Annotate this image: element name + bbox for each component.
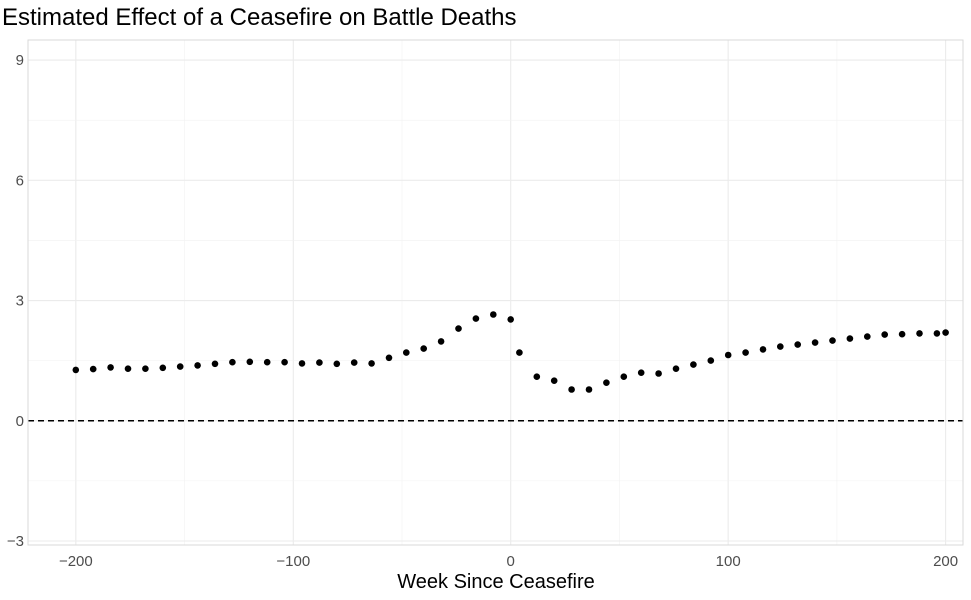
estimate-point — [246, 358, 254, 366]
estimate-point — [176, 363, 184, 370]
estimate-point — [420, 345, 428, 352]
x-tick-label: 100 — [716, 553, 741, 570]
estimate-point — [724, 351, 732, 359]
y-tick-label: 3 — [16, 293, 24, 310]
estimate-point — [124, 365, 132, 373]
estimate-point — [507, 316, 514, 323]
estimate-point — [777, 343, 784, 350]
estimate-point — [550, 377, 558, 385]
y-tick-label: −3 — [7, 533, 24, 550]
estimate-point — [316, 359, 323, 366]
estimate-point — [898, 330, 906, 338]
x-tick-label: −100 — [276, 553, 310, 570]
estimate-point — [211, 360, 219, 368]
estimate-point — [107, 364, 114, 371]
estimate-point — [350, 359, 358, 366]
x-axis-label: Week Since Ceasefire — [397, 571, 595, 593]
estimate-point — [533, 373, 541, 381]
plot-panel-border — [27, 39, 964, 546]
y-tick-label: 0 — [16, 413, 24, 430]
estimate-point — [568, 386, 575, 393]
estimate-point — [194, 362, 201, 369]
estimate-point — [263, 358, 271, 366]
estimate-point — [916, 330, 923, 337]
estimate-point — [603, 379, 610, 387]
estimate-point — [829, 337, 836, 344]
estimate-point — [472, 315, 480, 322]
series-layer — [73, 311, 949, 393]
estimate-point — [690, 361, 697, 368]
estimate-point — [864, 333, 871, 340]
estimate-point — [655, 370, 662, 377]
estimate-point — [298, 360, 306, 367]
x-tick-label: 200 — [933, 553, 958, 570]
estimate-point — [455, 325, 462, 332]
estimate-point — [403, 349, 410, 356]
estimate-point — [89, 365, 97, 373]
estimate-point — [881, 331, 888, 338]
estimate-point — [72, 366, 80, 374]
estimate-point — [846, 335, 854, 342]
estimate-point — [759, 346, 767, 353]
estimate-point — [933, 330, 941, 337]
x-tick-label: 0 — [507, 553, 515, 570]
estimate-point — [637, 369, 645, 377]
estimate-point — [333, 360, 341, 368]
estimate-point — [142, 365, 149, 373]
estimate-point — [942, 329, 949, 336]
tick-labels: −200 −100 0 100 200 −3 0 3 6 9 — [7, 52, 958, 570]
estimate-point — [229, 358, 236, 366]
estimate-point — [811, 339, 819, 346]
estimate-point — [368, 360, 375, 367]
grid — [28, 40, 963, 545]
estimate-point — [385, 354, 393, 362]
estimate-point — [742, 349, 749, 356]
chart-title: Estimated Effect of a Ceasefire on Battl… — [2, 4, 517, 31]
estimate-point — [490, 311, 497, 318]
estimate-point — [437, 338, 445, 345]
estimate-point — [159, 364, 167, 372]
y-tick-label: 6 — [16, 172, 24, 189]
estimate-point — [707, 357, 715, 364]
estimate-point — [672, 365, 680, 373]
estimate-point — [281, 358, 288, 366]
estimate-point — [620, 373, 628, 381]
y-tick-label: 9 — [16, 52, 24, 69]
estimate-point — [585, 386, 593, 393]
estimate-point — [516, 349, 523, 356]
estimate-point — [794, 341, 801, 348]
x-tick-label: −200 — [59, 553, 93, 570]
